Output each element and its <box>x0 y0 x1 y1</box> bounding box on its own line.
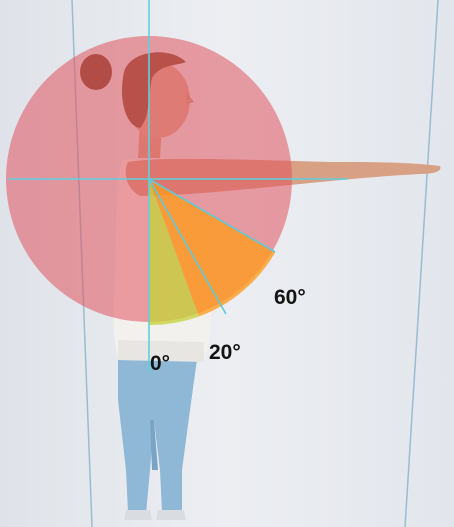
sector-0-to-20 <box>149 179 199 326</box>
axis-crosshair <box>8 0 348 372</box>
line-60deg <box>148 178 276 253</box>
line-20deg <box>148 178 227 315</box>
sector-20-to-60 <box>149 179 276 317</box>
angle-label-20: 20° <box>209 341 241 364</box>
sector-lines <box>148 178 276 315</box>
wall-line-right <box>404 0 439 527</box>
angle-label-0: 0° <box>150 352 171 375</box>
figure-legs <box>118 352 198 520</box>
angle-label-60: 60° <box>274 286 306 309</box>
